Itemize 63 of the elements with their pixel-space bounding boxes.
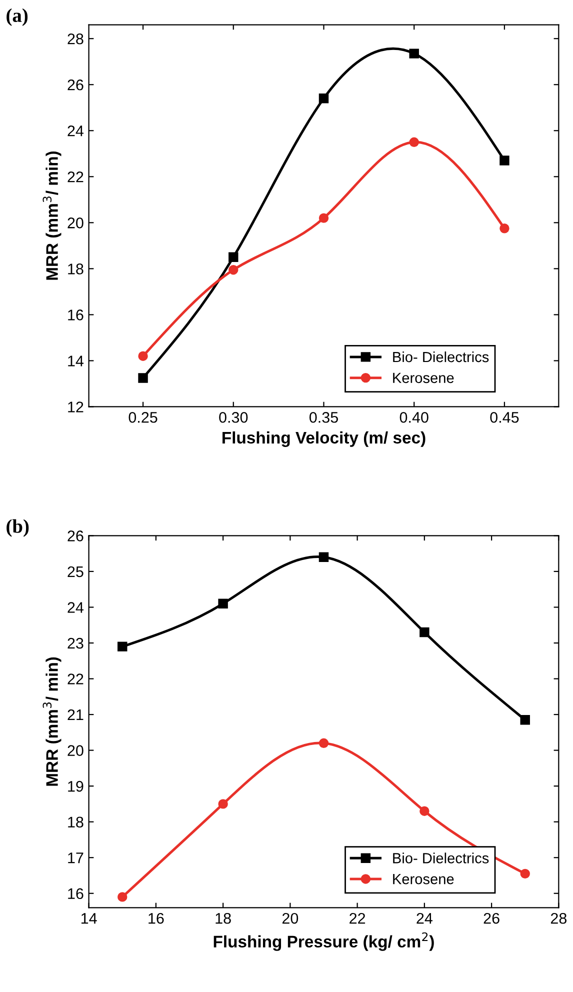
- y-tick-label: 26: [68, 79, 84, 90]
- y-tick-label: 18: [68, 816, 84, 828]
- y-tick-label: 14: [68, 356, 84, 366]
- y-tick-label: 16: [68, 310, 84, 320]
- y-tick-label: 18: [68, 264, 84, 274]
- chart-title: (b): [6, 519, 29, 537]
- y-tick-label: 22: [68, 674, 84, 684]
- y-tick-label: 12: [68, 402, 84, 412]
- x-axis-title: Flushing Pressure (kg/ cm$^{2}$): [214, 932, 434, 951]
- y-tick-label: 24: [68, 602, 84, 613]
- point: [420, 806, 430, 816]
- x-tick-label: 22: [350, 912, 366, 924]
- y-tick-label: 24: [68, 126, 84, 136]
- y-tick-label: 26: [68, 530, 84, 542]
- point: [520, 868, 530, 879]
- y-tick-label: 17: [68, 852, 84, 864]
- x-tick-label: 16: [148, 912, 164, 924]
- y-tick-label: 25: [68, 566, 84, 578]
- x-tick-label: 20: [282, 912, 298, 924]
- point: [218, 598, 228, 609]
- point: [318, 552, 329, 562]
- legend-label: Kerosene: [393, 372, 454, 384]
- y-tick-label: 16: [68, 888, 84, 900]
- point: [318, 94, 329, 104]
- point: [409, 48, 419, 58]
- y-tick-label: 23: [68, 638, 84, 649]
- x-axis-title: Flushing Velocity (m/ sec): [222, 431, 426, 447]
- point: [318, 213, 329, 223]
- x-tick-label: 0.35: [309, 412, 338, 423]
- x-tick-label: 26: [484, 912, 500, 924]
- x-tick-label: 0.45: [490, 412, 519, 423]
- y-tick-label: 28: [68, 33, 84, 44]
- y-tick-label: 20: [68, 218, 84, 228]
- y-tick-label: 20: [68, 745, 84, 756]
- y-tick-label: 22: [68, 172, 84, 182]
- x-tick-label: 14: [81, 913, 97, 924]
- x-tick-label: 0.40: [400, 412, 428, 423]
- y-tick-label: 19: [68, 780, 84, 792]
- point: [228, 264, 238, 275]
- point: [118, 642, 128, 652]
- point: [420, 627, 430, 638]
- point: [409, 137, 419, 147]
- point: [138, 373, 148, 383]
- y-tick-label: 21: [68, 709, 84, 720]
- chart-title: (a): [6, 8, 28, 26]
- legend-label: Kerosene: [393, 874, 454, 884]
- x-tick-label: 24: [416, 912, 432, 924]
- y-axis-title: MRR (mm$^{3}$/ min): [42, 152, 62, 280]
- point: [228, 252, 238, 262]
- point: [318, 738, 329, 748]
- x-tick-label: 0.30: [219, 412, 248, 423]
- y-axis-title: MRR (mm$^{3}$/ min): [42, 657, 62, 786]
- x-tick-label: 18: [216, 912, 231, 924]
- point: [118, 892, 128, 902]
- legend-label: Bio- Dielectrics: [393, 852, 489, 864]
- point: [500, 156, 510, 166]
- point: [500, 224, 510, 234]
- legend-label: Bio- Dielectrics: [393, 351, 489, 362]
- point: [218, 799, 228, 809]
- x-tick-label: 0.25: [128, 412, 158, 423]
- x-tick-label: 28: [550, 912, 567, 924]
- point: [520, 715, 530, 725]
- point: [138, 351, 148, 361]
